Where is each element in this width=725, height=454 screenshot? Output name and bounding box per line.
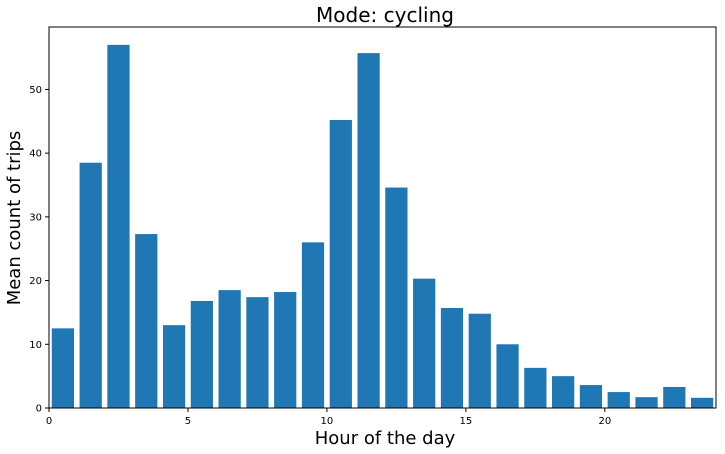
bar-hour-23 [690, 397, 714, 408]
bar-hour-4 [162, 325, 186, 408]
bar-hour-3 [135, 234, 158, 408]
x-axis-label: Hour of the day [315, 428, 456, 449]
bar-hour-20 [607, 392, 630, 408]
x-tick-label: 0 [46, 416, 52, 427]
y-tick-label: 40 [29, 149, 42, 160]
y-axis-ticks: 0 10 20 30 40 50 [29, 85, 49, 415]
bar-hour-16 [496, 344, 519, 408]
chart-title: Mode: cycling [316, 3, 454, 27]
x-tick-label: 5 [185, 416, 191, 427]
x-axis-ticks: 0 5 10 15 20 [46, 408, 611, 427]
y-tick-label: 20 [29, 276, 42, 287]
bar-hour-5 [190, 300, 213, 408]
bar-hour-14 [440, 307, 464, 408]
bar-hour-8 [274, 292, 297, 408]
plot-frame [48, 26, 717, 409]
bar-hour-2 [107, 44, 130, 409]
bar-hour-1 [79, 162, 102, 408]
bar-hour-18 [552, 376, 575, 408]
bar-hour-7 [246, 297, 269, 408]
bar-hour-12 [385, 187, 408, 408]
y-tick-label: 30 [29, 212, 42, 223]
bar-hour-0 [51, 328, 75, 408]
y-tick-label: 0 [36, 404, 42, 415]
bar-hour-9 [301, 242, 325, 408]
bar-hour-19 [579, 385, 603, 408]
bar-hour-13 [413, 278, 436, 408]
y-tick-label: 10 [29, 340, 42, 351]
y-axis-label: Mean count of trips [4, 131, 25, 306]
x-tick-label: 15 [460, 416, 473, 427]
y-tick-label: 50 [29, 85, 42, 96]
bar-hour-10 [329, 120, 352, 409]
bar-hour-22 [663, 386, 686, 408]
bar-hour-6 [218, 290, 241, 408]
x-tick-label: 10 [321, 416, 334, 427]
bar-hour-21 [635, 397, 658, 408]
x-tick-label: 20 [598, 416, 611, 427]
bar-hour-17 [524, 367, 547, 408]
bar-hour-15 [468, 313, 491, 408]
bar-hour-11 [357, 53, 380, 409]
bars [51, 44, 714, 409]
